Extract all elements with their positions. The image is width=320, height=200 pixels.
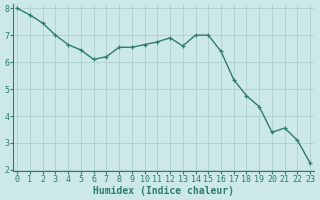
X-axis label: Humidex (Indice chaleur): Humidex (Indice chaleur) [93,186,234,196]
